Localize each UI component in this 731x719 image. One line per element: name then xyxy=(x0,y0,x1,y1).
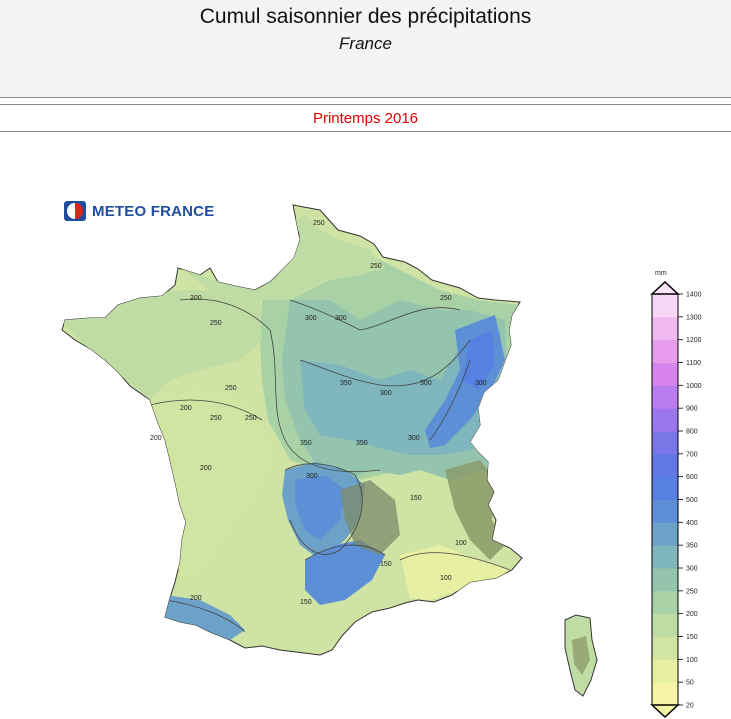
contour-label: 300 xyxy=(335,315,347,322)
legend-color-band xyxy=(652,499,678,523)
contour-label: 350 xyxy=(340,380,352,387)
legend-tick-label: 900 xyxy=(686,406,698,413)
legend-tick-label: 600 xyxy=(686,474,698,481)
legend-tick-label: 250 xyxy=(686,588,698,595)
legend-tick-label: 1300 xyxy=(686,314,702,321)
contour-label: 150 xyxy=(410,495,422,502)
contour-label: 250 xyxy=(440,295,452,302)
season-label: Printemps 2016 xyxy=(312,110,419,127)
legend-color-band xyxy=(652,659,678,683)
contour-label: 250 xyxy=(210,320,222,327)
legend-tick-label: 1100 xyxy=(686,360,701,367)
contour-label: 150 xyxy=(300,599,312,606)
season-bar: Printemps 2016 xyxy=(0,104,731,132)
logo: METEO FRANCE xyxy=(64,201,214,221)
contour-label: 300 xyxy=(475,380,487,387)
precipitation-zones xyxy=(62,215,520,640)
contour-label: 300 xyxy=(380,390,392,397)
legend-tick-label: 700 xyxy=(686,451,698,458)
legend-tick-label: 50 xyxy=(686,680,694,687)
legend-tick-label: 150 xyxy=(686,634,698,641)
contour-label: 300 xyxy=(306,473,318,480)
legend-color-band xyxy=(652,339,678,363)
contour-label: 250 xyxy=(370,263,382,270)
legend-tick-label: 1400 xyxy=(686,292,702,299)
legend-color-band xyxy=(652,545,678,569)
legend-tick-label: 300 xyxy=(686,566,698,573)
contour-label: 300 xyxy=(305,315,317,322)
contour-label: 100 xyxy=(455,540,467,547)
legend-tick-label: 350 xyxy=(686,543,698,550)
legend-tick-label: 800 xyxy=(686,429,698,436)
legend-color-band xyxy=(652,613,678,637)
contour-label: 300 xyxy=(408,435,420,442)
legend-color-band xyxy=(652,568,678,592)
legend-tick-label: 500 xyxy=(686,497,698,504)
legend-max-arrow xyxy=(650,280,680,295)
legend-color-band xyxy=(652,522,678,546)
contour-label: 250 xyxy=(313,220,325,227)
legend-color-band xyxy=(652,408,678,432)
legend-tick-label: 100 xyxy=(686,657,698,664)
contour-label: 200 xyxy=(190,295,202,302)
contour-label: 250 xyxy=(245,415,257,422)
page-subtitle: France xyxy=(339,34,392,53)
contour-label: 250 xyxy=(210,415,222,422)
legend-color-band xyxy=(652,476,678,500)
legend-color-band xyxy=(652,453,678,478)
meteo-france-logo-icon xyxy=(64,201,86,221)
contour-labels: 250 250 250 200 250 300 300 300 300 300 350 350 350 3… xyxy=(150,220,487,606)
legend-color-band xyxy=(652,316,678,341)
legend-tick-label: 200 xyxy=(686,611,698,618)
logo-text: METEO FRANCE xyxy=(92,202,215,220)
contour-label: 350 xyxy=(356,440,368,447)
legend-min-arrow xyxy=(650,704,680,719)
legend-color-band xyxy=(652,362,678,386)
legend-color-band xyxy=(652,431,678,455)
contour-label: 300 xyxy=(420,380,432,387)
legend-tick-label: 1000 xyxy=(686,383,702,390)
legend-unit: mm xyxy=(655,270,667,277)
legend-color-band xyxy=(652,385,678,409)
colorbar-legend: mm 20 50 100 150 200 250 300 350 400 500 600 700 800 9… xyxy=(650,270,702,719)
legend-tick-label: 1200 xyxy=(686,337,702,344)
contour-label: 150 xyxy=(380,561,392,568)
contour-label: 250 xyxy=(225,385,237,392)
contour-label: 200 xyxy=(200,465,212,472)
legend-tick-label: 400 xyxy=(686,520,698,527)
legend-color-band xyxy=(652,294,678,318)
legend-color-band xyxy=(652,636,678,660)
legend-tick-label: 20 xyxy=(686,703,694,710)
contour-label: 200 xyxy=(150,435,162,442)
contour-lines xyxy=(149,298,511,633)
contour-label: 100 xyxy=(440,575,452,582)
contour-label: 200 xyxy=(180,405,192,412)
contour-label: 350 xyxy=(300,440,312,447)
legend-color-band xyxy=(652,682,678,706)
legend-color-band xyxy=(652,590,678,615)
contour-label: 200 xyxy=(190,595,202,602)
header: Cumul saisonnier des précipitations Fran… xyxy=(0,0,731,98)
page-title: Cumul saisonnier des précipitations xyxy=(199,5,532,28)
